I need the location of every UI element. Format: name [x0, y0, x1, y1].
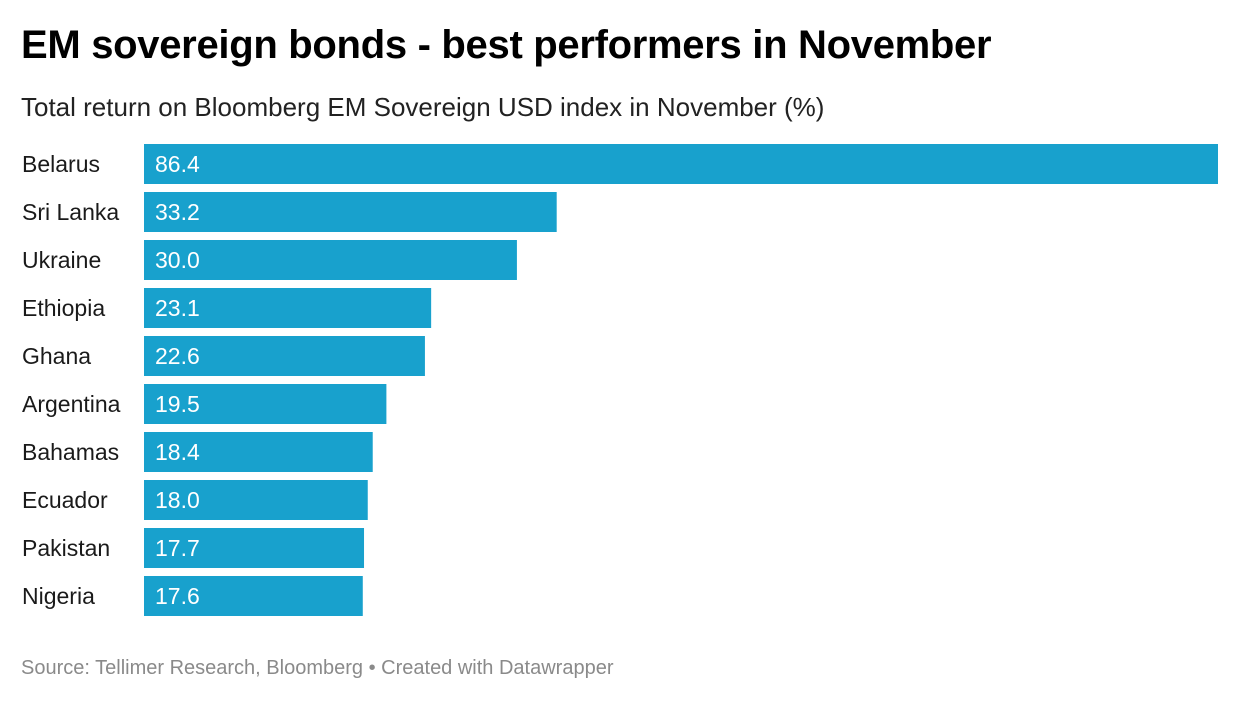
credit-note: Created with Datawrapper	[381, 657, 614, 679]
value-label-ecuador: 18.0	[155, 487, 200, 513]
chart-title: EM sovereign bonds - best performers in …	[21, 23, 992, 67]
value-label-ukraine: 30.0	[155, 247, 200, 273]
bar-ecuador	[144, 480, 368, 520]
chart-subtitle: Total return on Bloomberg EM Sovereign U…	[21, 92, 825, 122]
value-label-bahamas: 18.4	[155, 439, 200, 465]
value-label-sri-lanka: 33.2	[155, 199, 200, 225]
category-label-argentina: Argentina	[22, 391, 121, 417]
category-label-ecuador: Ecuador	[22, 487, 108, 513]
bar-ethiopia	[144, 288, 432, 328]
bars-group: Belarus 86.4 Sri Lanka 33.2 Ukraine 30.0 Ethio…	[22, 144, 1218, 616]
value-label-ghana: 22.6	[155, 343, 200, 369]
category-label-belarus: Belarus	[22, 151, 100, 177]
value-label-argentina: 19.5	[155, 391, 200, 417]
footer-separator: •	[368, 657, 376, 679]
bar-sri-lanka	[144, 192, 557, 232]
bar-belarus	[144, 144, 1218, 184]
bar-ghana	[144, 336, 425, 376]
bar-argentina	[144, 384, 387, 424]
bar-nigeria	[144, 576, 363, 616]
bar-bahamas	[144, 432, 373, 472]
category-label-ghana: Ghana	[22, 343, 91, 369]
category-label-pakistan: Pakistan	[22, 535, 110, 561]
chart-footer: Source: Tellimer Research, Bloomberg • C…	[21, 655, 614, 681]
category-label-sri-lanka: Sri Lanka	[22, 199, 119, 225]
category-label-ethiopia: Ethiopia	[22, 295, 105, 321]
source-note: Source: Tellimer Research, Bloomberg	[21, 657, 364, 679]
value-label-nigeria: 17.6	[155, 583, 200, 609]
bar-ukraine	[144, 240, 517, 280]
category-label-ukraine: Ukraine	[22, 247, 101, 273]
category-label-nigeria: Nigeria	[22, 583, 95, 609]
value-label-belarus: 86.4	[155, 151, 200, 177]
category-label-bahamas: Bahamas	[22, 439, 119, 465]
value-label-ethiopia: 23.1	[155, 295, 200, 321]
value-label-pakistan: 17.7	[155, 535, 200, 561]
bar-pakistan	[144, 528, 365, 568]
